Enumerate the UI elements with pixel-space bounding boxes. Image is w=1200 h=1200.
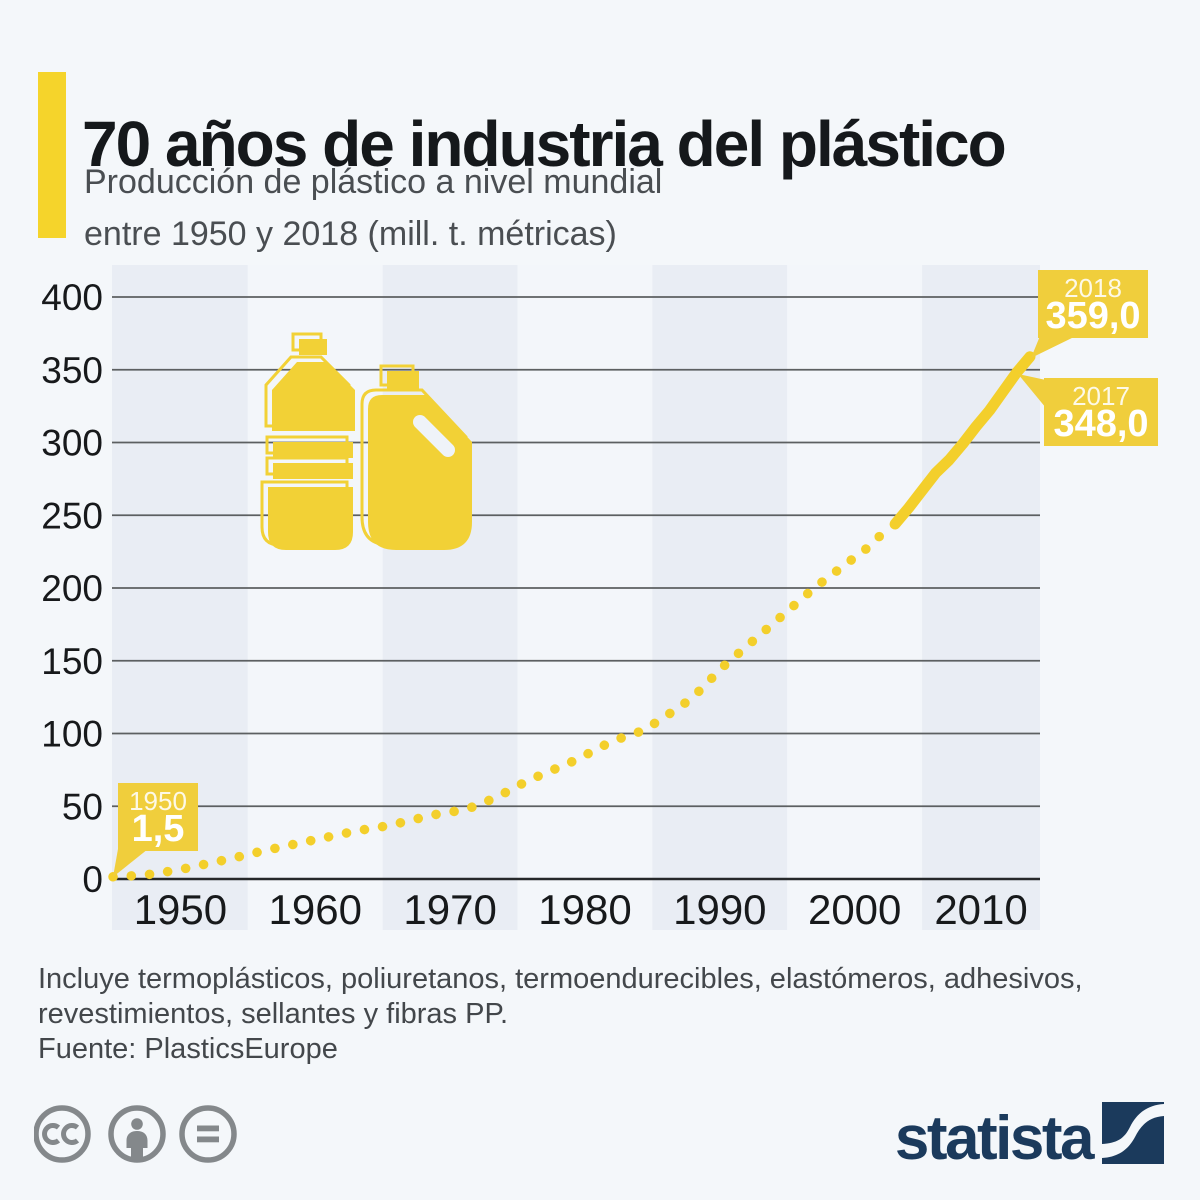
x-tick-label: 1990 (673, 886, 766, 933)
y-tick-label: 150 (41, 641, 103, 682)
production-line-dotted (108, 529, 887, 882)
y-tick-label: 50 (62, 786, 103, 827)
data-callout (118, 783, 198, 851)
x-tick-label: 1970 (403, 886, 496, 933)
callout-tail (113, 849, 148, 877)
y-tick-label: 250 (41, 495, 103, 536)
statista-logo-mark (1102, 1102, 1164, 1164)
y-tick-label: 400 (41, 277, 103, 318)
y-tick-label: 0 (82, 859, 103, 900)
jug-handle-hole (413, 415, 455, 457)
y-tick-label: 100 (41, 714, 103, 755)
callout-tail (1018, 374, 1046, 408)
callout-year-label: 2018 (1064, 273, 1122, 303)
x-tick-label: 1950 (134, 886, 227, 933)
callout-value-label: 1,5 (132, 808, 185, 850)
data-callout (1044, 378, 1158, 446)
y-tick-label: 350 (41, 350, 103, 391)
y-tick-label: 200 (41, 568, 103, 609)
callout-value-label: 359,0 (1045, 295, 1140, 337)
x-tick-label: 1980 (538, 886, 631, 933)
footer-note: Incluye termoplásticos, poliuretanos, te… (38, 962, 1168, 1067)
page-title: 70 años de industria del plástico (82, 107, 1007, 180)
water-bottle-icon (260, 332, 355, 550)
page-subtitle: Producción de plástico a nivel mundial e… (84, 156, 1084, 260)
subtitle-line-2: entre 1950 y 2018 (mill. t. métricas) (84, 215, 617, 253)
note-line-2: revestimientos, sellantes y fibras PP. (38, 998, 509, 1030)
cc-icon (34, 1105, 91, 1163)
callout-year-label: 1950 (129, 786, 187, 816)
subtitle-line-1: Producción de plástico a nivel mundial (84, 163, 663, 201)
source-text: Fuente: PlasticsEurope (38, 1033, 338, 1065)
statista-logo: statista (895, 1102, 1164, 1170)
title-accent-bar (38, 72, 66, 238)
callout-tail (1031, 336, 1076, 358)
statista-logo-text: statista (895, 1104, 1095, 1170)
attribution-icon (108, 1105, 166, 1163)
y-tick-label: 300 (41, 423, 103, 464)
callout-value-label: 348,0 (1053, 403, 1148, 445)
production-line-solid (889, 351, 1036, 530)
decade-band (652, 265, 788, 930)
jug-icon (360, 364, 472, 550)
no-derivatives-icon (179, 1105, 237, 1163)
x-tick-label: 2010 (934, 886, 1027, 933)
decade-band (517, 265, 653, 930)
plastic-bottles-icon (260, 332, 472, 550)
x-tick-label: 2000 (808, 886, 901, 933)
data-callout (1038, 270, 1148, 338)
cc-license-icons (34, 1105, 237, 1163)
x-tick-label: 1960 (269, 886, 362, 933)
callout-year-label: 2017 (1072, 381, 1130, 411)
production-line-chart: 400 350 300 250 200 150 100 50 0 (41, 265, 1158, 933)
note-line-1: Incluye termoplásticos, poliuretanos, te… (38, 963, 1083, 995)
